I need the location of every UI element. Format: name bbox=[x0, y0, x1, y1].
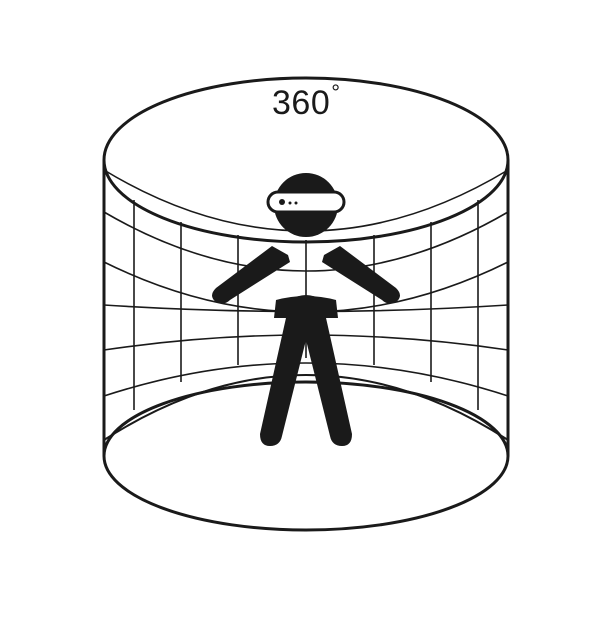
vr-headset-icon bbox=[266, 190, 346, 214]
person-icon bbox=[212, 173, 400, 446]
grid-vertical-lines bbox=[133, 200, 479, 410]
degree-label: 360° bbox=[272, 82, 341, 122]
degree-unit: ° bbox=[331, 80, 341, 105]
degree-value: 360 bbox=[272, 84, 331, 122]
floor-back-arc bbox=[103, 374, 509, 441]
cylinder-floor-rim bbox=[102, 380, 510, 532]
